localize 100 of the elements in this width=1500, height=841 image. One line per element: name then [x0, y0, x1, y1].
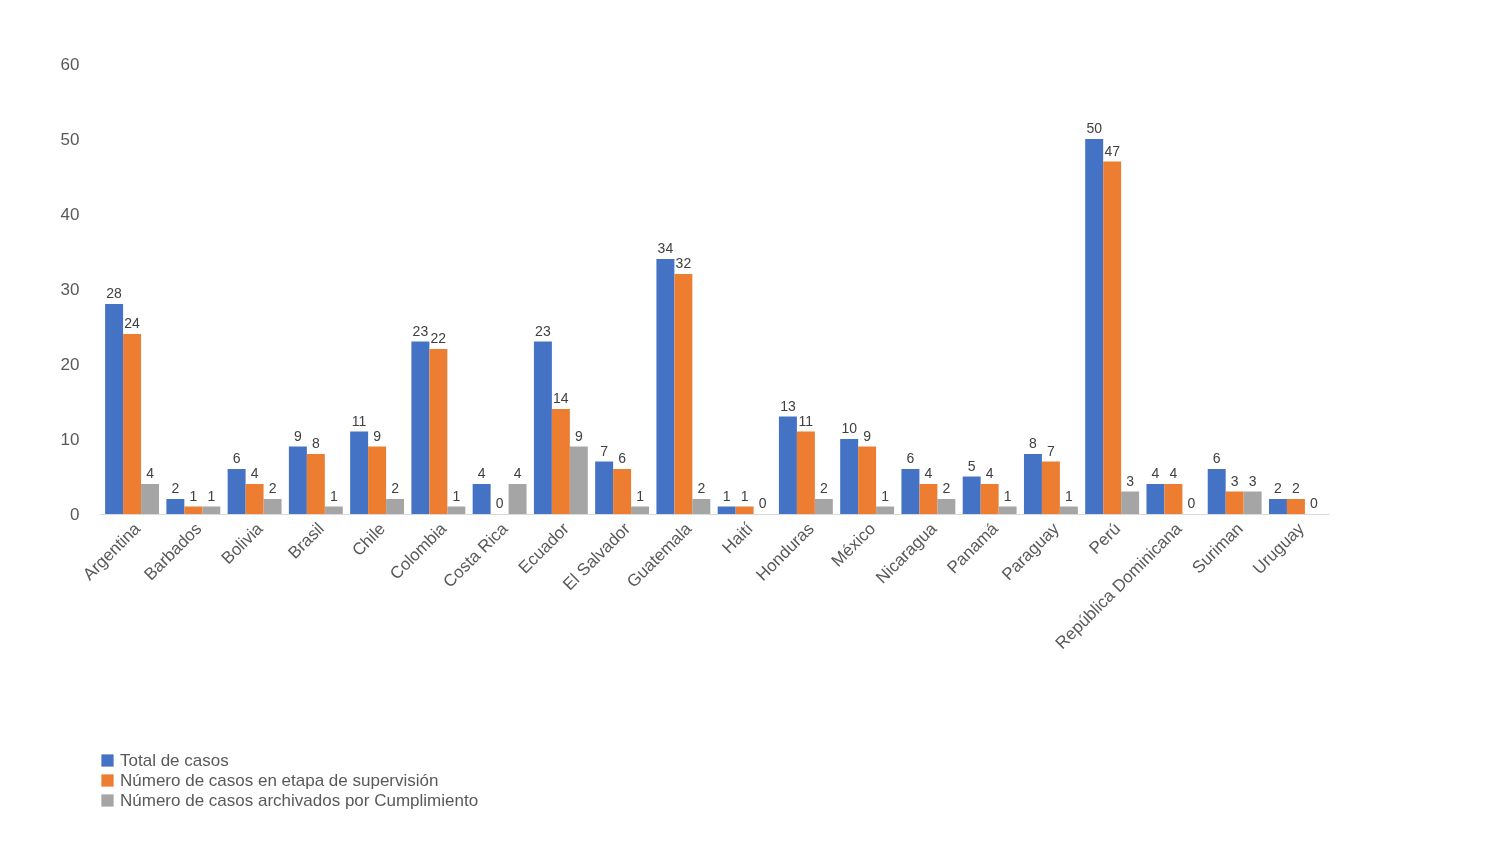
bar: [411, 341, 430, 514]
data-label: 23: [412, 322, 429, 339]
bar: [998, 506, 1017, 514]
data-label: 3: [1126, 472, 1135, 489]
data-label: 1: [452, 487, 461, 504]
data-label: 6: [1212, 450, 1221, 466]
bar: [141, 484, 160, 514]
bar: [447, 506, 466, 514]
bar: [1146, 484, 1165, 514]
data-label: 28: [106, 285, 123, 301]
bar: [569, 446, 588, 514]
data-label: 3: [1230, 472, 1239, 489]
data-label: 4: [924, 465, 933, 481]
data-label: 8: [311, 435, 320, 451]
data-label: 11: [351, 412, 367, 429]
bar: [123, 334, 142, 514]
data-label: 47: [1104, 142, 1121, 159]
data-label: 4: [1151, 465, 1160, 481]
bar: [386, 499, 405, 514]
data-label: 6: [232, 450, 241, 466]
data-label: 2: [1292, 480, 1301, 496]
y-tick-label: 40: [60, 204, 80, 224]
bar: [814, 499, 833, 514]
bar: [1085, 139, 1104, 514]
bar: [202, 506, 221, 514]
bar: [1059, 506, 1078, 514]
data-label: 9: [863, 427, 872, 444]
data-label: 6: [906, 450, 915, 466]
bar: [735, 506, 754, 514]
bar: [288, 446, 307, 514]
data-label: 23: [535, 322, 551, 339]
bar: [858, 446, 877, 514]
bar: [350, 431, 369, 514]
data-label: 3: [1248, 472, 1257, 489]
data-label: 0: [495, 495, 504, 511]
data-label: 0: [758, 495, 767, 511]
data-label: 2: [819, 480, 828, 496]
bar: [1164, 484, 1183, 514]
data-label: 9: [373, 427, 382, 444]
data-label: 2: [697, 480, 706, 496]
bar: [508, 484, 527, 514]
data-label: 1: [189, 487, 198, 504]
data-label: 10: [841, 420, 858, 436]
data-label: 1: [881, 487, 890, 504]
y-tick-label: 20: [60, 354, 80, 374]
bar: [1225, 491, 1244, 514]
data-label: 1: [722, 487, 731, 504]
data-label: 7: [1047, 442, 1055, 459]
data-label: 4: [250, 465, 259, 481]
bar: [919, 484, 938, 514]
data-label: 1: [329, 487, 338, 504]
bar: [1268, 499, 1287, 514]
data-label: 0: [1309, 495, 1318, 511]
bar: [551, 409, 570, 514]
bar: [245, 484, 264, 514]
bar: [1103, 161, 1122, 514]
bar: [263, 499, 282, 514]
y-tick-label: 60: [60, 54, 80, 74]
legend-label: Número de casos archivados por Cumplimiento: [120, 790, 479, 810]
data-label: 2: [942, 480, 951, 496]
bar: [1207, 469, 1226, 514]
data-label: 8: [1029, 435, 1038, 451]
legend-label: Total de casos: [120, 750, 229, 770]
bar: [472, 484, 491, 514]
data-label: 0: [1187, 495, 1196, 511]
data-label: 9: [293, 427, 302, 444]
bar: [595, 461, 614, 514]
data-label: 11: [798, 412, 814, 429]
data-label: 22: [430, 330, 447, 346]
data-label: 6: [618, 450, 627, 466]
data-label: 4: [477, 465, 486, 481]
data-label: 4: [1169, 465, 1178, 481]
bar: [105, 304, 124, 514]
legend-label: Número de casos en etapa de supervisión: [120, 770, 439, 790]
data-label: 1: [740, 487, 749, 504]
bar: [1041, 461, 1060, 514]
bar: [324, 506, 343, 514]
data-label: 4: [513, 465, 522, 481]
data-label: 4: [985, 465, 994, 481]
bar: [533, 341, 552, 514]
bar: [184, 506, 203, 514]
bar: [937, 499, 956, 514]
data-label: 14: [553, 390, 569, 406]
bar: [717, 506, 736, 514]
y-tick-label: 10: [60, 429, 80, 449]
data-label: 1: [1003, 487, 1012, 504]
bar: [368, 446, 387, 514]
bar: [166, 499, 185, 514]
data-label: 1: [207, 487, 216, 504]
data-label: 2: [1274, 480, 1283, 496]
data-label: 4: [146, 465, 155, 481]
bar: [1243, 491, 1262, 514]
y-tick-label: 50: [60, 129, 80, 149]
data-label: 2: [268, 480, 277, 496]
data-label: 1: [1064, 487, 1073, 504]
bar: [656, 259, 675, 514]
data-label: 50: [1086, 120, 1103, 136]
bar: [1023, 454, 1042, 514]
data-label: 2: [171, 480, 180, 496]
bar: [840, 439, 859, 514]
